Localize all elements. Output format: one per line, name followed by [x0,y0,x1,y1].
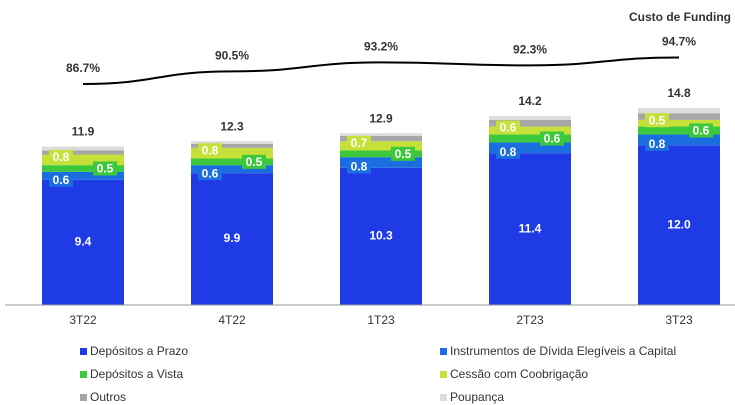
value-label-box [540,131,564,146]
total-label: 14.8 [667,86,691,100]
bar-segment [191,141,273,144]
x-tick-label: 3T22 [69,313,97,327]
value-label: 0.5 [649,113,666,127]
x-tick-label: 1T23 [367,313,395,327]
value-label: 0.8 [202,143,219,157]
value-label: 0.8 [649,137,666,151]
legend-label: Cessão com Coobrigação [450,367,588,381]
bar-segment [489,134,571,143]
value-label: 9.4 [75,235,92,249]
legend-swatch [440,348,447,355]
bar-segment [638,119,720,127]
value-label: 10.3 [369,229,393,243]
bar-segment [191,173,273,305]
bar-segment [638,134,720,146]
bar-segment [191,158,273,166]
legend-label: Instrumentos de Dívida Elegíveis a Capit… [450,344,676,358]
value-label-box [198,166,222,181]
value-label: 0.5 [97,162,114,176]
bar-segment [638,113,720,120]
value-label-box [242,154,266,169]
bar-segment [638,126,720,135]
line-value-label: 93.2% [364,40,398,54]
legend-swatch [80,371,87,378]
total-label: 12.9 [369,111,393,125]
value-label: 0.8 [53,150,70,164]
funding-line [82,56,680,85]
legend-swatch [80,394,87,401]
legend-label: Depósitos a Vista [90,367,183,381]
value-label-box [496,120,520,135]
value-label-box [198,143,222,158]
legend-label: Poupança [450,390,504,404]
x-tick-label: 3T23 [665,313,693,327]
value-label: 0.8 [500,145,517,159]
legend-swatch [440,371,447,378]
value-label-box [347,135,371,150]
bar-segment [42,171,124,180]
legend-label: Outros [90,390,126,404]
value-label: 0.6 [500,121,517,135]
bar-segment [42,179,124,305]
value-label: 0.6 [202,166,219,180]
bar-segment [42,146,124,151]
value-label: 0.5 [246,155,263,169]
bar-segment [42,150,124,155]
value-label-box [496,144,520,159]
value-label-box [93,161,117,176]
bar-segment [638,107,720,114]
line-value-label: 86.7% [66,61,100,75]
bar-segment [42,154,124,166]
value-label-box [689,123,713,138]
legend-swatch [80,348,87,355]
bar-segment [340,150,422,158]
value-label-box [391,146,415,161]
bar-segment [191,165,273,174]
line-value-label: 92.3% [513,43,547,57]
value-label: 12.0 [667,217,691,231]
bar-segment [489,142,571,154]
total-label: 12.3 [220,119,244,133]
legend-swatch [440,394,447,401]
total-label: 14.2 [518,94,542,108]
bar-segment [489,119,571,127]
bar-segment [340,157,422,168]
bar-segment [489,126,571,135]
bar-segment [340,141,422,151]
bar-segment [42,165,124,172]
bar-segment [340,135,422,142]
value-label-box [645,113,669,128]
bar-segment [191,143,273,148]
value-label-box [49,172,73,187]
value-label: 0.6 [693,124,710,138]
bar-segment [489,153,571,305]
value-label-box [347,159,371,174]
value-label-box [645,136,669,151]
x-tick-label: 2T23 [516,313,544,327]
legend-label: Depósitos a Prazo [90,344,188,358]
x-tick-label: 4T22 [218,313,246,327]
value-label: 0.6 [53,173,70,187]
bar-segment [340,167,422,305]
value-label: 0.5 [395,147,412,161]
total-label: 11.9 [72,125,95,139]
value-label: 0.8 [351,160,368,174]
bar-segment [340,133,422,136]
bar-segment [489,115,571,120]
value-label-box [49,149,73,164]
bar-segment [638,145,720,305]
value-label: 0.7 [351,136,368,150]
value-label: 0.6 [544,132,561,146]
value-label: 9.9 [224,231,241,245]
bar-segment [191,147,273,159]
line-series-title: Custo de Funding [629,10,731,24]
value-label: 11.4 [519,221,542,235]
line-value-label: 94.7% [662,35,696,49]
line-value-label: 90.5% [215,49,249,63]
